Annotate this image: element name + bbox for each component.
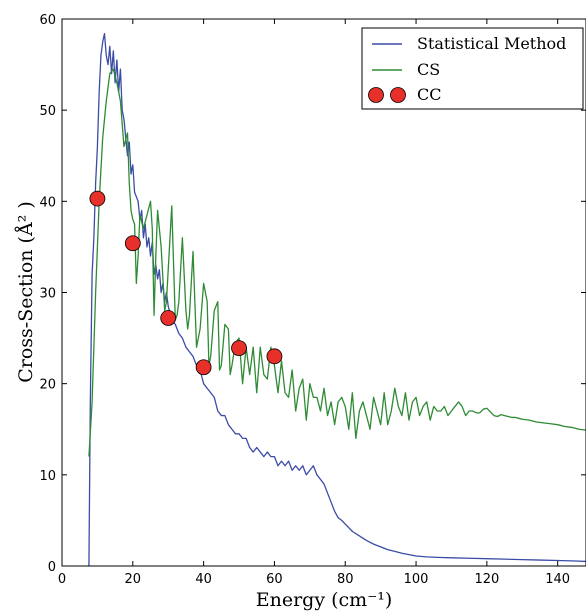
cc-point — [231, 340, 247, 357]
x-tick-label: 20 — [125, 572, 142, 587]
legend-marker-swatch — [368, 87, 384, 103]
x-tick-label: 80 — [337, 572, 354, 587]
x-tick-label: 60 — [266, 572, 283, 587]
cc-point — [160, 310, 177, 326]
series-line-cs — [88, 68, 586, 457]
x-axis-title: Energy (cm⁻¹) — [256, 589, 393, 611]
plot-area — [62, 19, 586, 566]
series-line-statistical-method — [88, 32, 586, 566]
legend-label: CC — [417, 85, 441, 104]
x-tick-label: 40 — [195, 572, 212, 587]
legend-marker-swatch — [390, 87, 406, 103]
legend: Statistical Method CS CC — [361, 27, 584, 110]
y-tick-label: 60 — [39, 13, 56, 28]
y-tick-label: 30 — [39, 287, 56, 302]
legend-label: CS — [417, 60, 440, 79]
x-tick-label: 100 — [404, 572, 429, 587]
cc-point — [89, 190, 106, 207]
x-tick-label: 140 — [545, 572, 570, 587]
y-tick-label: 20 — [39, 378, 56, 393]
x-tick-label: 120 — [474, 572, 499, 587]
y-tick-label: 0 — [48, 560, 56, 575]
y-tick-label: 10 — [39, 469, 56, 484]
cc-point — [266, 348, 283, 365]
x-tick-label: 0 — [58, 572, 66, 587]
y-tick-label: 50 — [39, 104, 56, 119]
legend-label: Statistical Method — [417, 34, 566, 53]
cc-point — [195, 359, 212, 376]
y-tick-label: 40 — [39, 195, 56, 210]
cc-point — [124, 235, 141, 252]
y-axis-title: Cross-Section (Å² ) — [15, 201, 37, 383]
